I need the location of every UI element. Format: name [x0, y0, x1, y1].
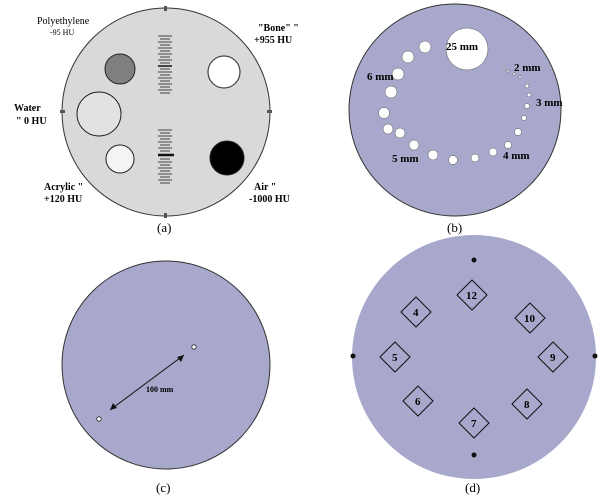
diamond-8: [511, 388, 543, 420]
hole: [382, 123, 394, 135]
polyethylene-hu: -95 HU: [50, 28, 74, 37]
resolution-bars-bottom: [158, 129, 174, 184]
diamond-6: [402, 385, 434, 417]
hole: [526, 92, 532, 98]
panel-a-caption: (a): [157, 220, 171, 235]
panel-d-caption: (d): [465, 480, 480, 495]
water-hu: " 0 HU: [16, 116, 47, 127]
hole: [488, 147, 498, 157]
hole: [502, 66, 506, 70]
polyethylene-insert: [104, 53, 136, 85]
hole: [448, 155, 458, 165]
diamond-markers: [379, 279, 569, 439]
diamond-4: [400, 296, 432, 328]
hole: [512, 72, 516, 76]
marker-9: 9: [550, 352, 556, 364]
hole: [384, 85, 398, 99]
hole: [378, 107, 390, 119]
marker-5: 5: [392, 352, 398, 364]
edge-marker: [471, 452, 477, 458]
resolution-bars-top: [158, 35, 172, 94]
hole: [408, 139, 420, 151]
water-label: Water: [14, 103, 41, 114]
marker-12: 12: [466, 290, 478, 302]
acrylic-insert: [105, 144, 135, 174]
hole: [514, 128, 522, 136]
diamond-10: [514, 302, 546, 334]
diamond-7: [458, 407, 490, 439]
panel-a: Polyethylene -95 HU "Bone" " +955 HU Wat…: [14, 6, 299, 235]
hole: [524, 103, 530, 109]
panel-c-caption: (c): [156, 480, 170, 495]
hole: [518, 75, 522, 79]
hole: [506, 69, 510, 73]
hole: [391, 67, 405, 81]
marker-hole: [191, 344, 197, 350]
phantom-c-body: [61, 260, 271, 470]
arrowhead: [177, 355, 184, 362]
hole: [401, 50, 415, 64]
distance-label: 100 mm: [146, 385, 174, 394]
hole: [504, 141, 512, 149]
edge-marker: [60, 110, 65, 113]
air-hu: -1000 HU: [249, 194, 290, 205]
marker-10: 10: [524, 313, 536, 325]
hole: [524, 83, 530, 89]
edge-marker: [350, 353, 356, 359]
hole: [521, 115, 527, 121]
bone-hu: +955 HU: [254, 35, 292, 46]
marker-6: 6: [415, 396, 421, 408]
distance-line: [109, 354, 185, 411]
marker-8: 8: [524, 399, 530, 411]
panel-c: 100 mm (c): [61, 260, 271, 495]
edge-marker: [471, 257, 477, 263]
hole: [418, 40, 432, 54]
marker-hole: [96, 416, 102, 422]
hole: [427, 149, 439, 161]
edge-marker: [164, 213, 167, 218]
phantom-d-body: [352, 235, 596, 479]
label-2mm: 2 mm: [514, 62, 541, 74]
arrowhead: [110, 403, 117, 410]
marker-4: 4: [413, 307, 419, 319]
polyethylene-label: Polyethylene: [37, 16, 90, 27]
hole: [394, 127, 406, 139]
label-6mm: 6 mm: [367, 71, 394, 83]
diamond-5: [379, 341, 411, 373]
label-25mm: 25 mm: [446, 41, 478, 53]
label-3mm: 3 mm: [536, 97, 563, 109]
panel-b: 25 mm 2 mm 3 mm 4 mm 5 mm 6 mm (b): [348, 3, 563, 235]
acrylic-label: Acrylic ": [44, 182, 83, 193]
panel-d: 12 10 9 8 7 6 5 4 (d): [350, 235, 598, 495]
hole-ring: [378, 27, 532, 165]
water-insert: [76, 91, 122, 137]
bone-insert: [207, 55, 241, 89]
edge-marker: [267, 110, 272, 113]
marker-7: 7: [471, 418, 477, 430]
air-insert: [209, 140, 245, 176]
edge-marker: [592, 353, 598, 359]
air-label: Air ": [254, 182, 276, 193]
diamond-12: [456, 279, 488, 311]
bone-label: "Bone" ": [258, 23, 299, 34]
edge-marker: [164, 6, 167, 11]
acrylic-hu: +120 HU: [44, 194, 82, 205]
panel-b-caption: (b): [447, 220, 462, 235]
hole-25mm: [445, 27, 489, 71]
label-4mm: 4 mm: [503, 150, 530, 162]
hole: [470, 153, 480, 163]
diamond-9: [537, 341, 569, 373]
label-5mm: 5 mm: [392, 153, 419, 165]
